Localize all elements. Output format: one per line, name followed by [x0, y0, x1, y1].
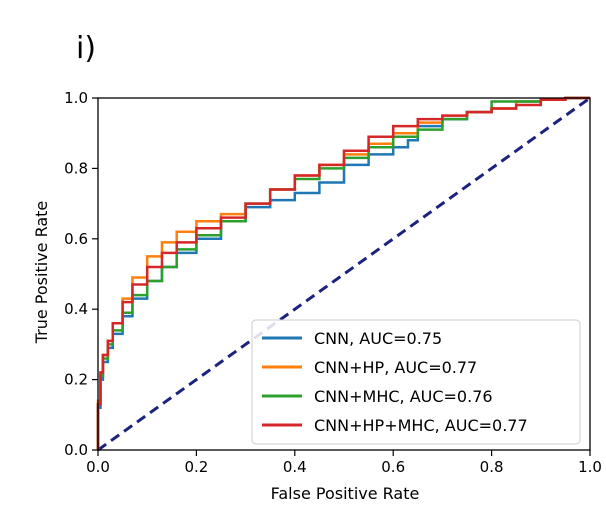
plot-area — [96, 96, 591, 452]
legend-entry-4: CNN+HP+MHC, AUC=0.77 — [314, 416, 528, 435]
x-tick-label: 0.0 — [86, 458, 110, 476]
x-tick-label: 0.4 — [283, 458, 307, 476]
x-axis-ticks: 0.0 0.2 0.4 0.6 0.8 1.0 — [86, 450, 602, 476]
x-tick-label: 1.0 — [578, 458, 602, 476]
x-axis-label: False Positive Rate — [271, 484, 420, 503]
y-tick-label: 0.6 — [64, 230, 88, 248]
legend-entry-1: CNN, AUC=0.75 — [314, 329, 442, 348]
axes-frame — [97, 97, 591, 451]
panel-label: i) — [76, 31, 96, 66]
x-tick-label: 0.2 — [184, 458, 208, 476]
y-axis-label: True Positive Rate — [32, 201, 51, 345]
y-tick-label: 0.2 — [64, 371, 88, 389]
x-tick-label: 0.8 — [480, 458, 504, 476]
y-tick-label: 1.0 — [64, 89, 88, 107]
y-axis-ticks: 0.0 0.2 0.4 0.6 0.8 1.0 — [64, 89, 98, 459]
y-tick-label: 0.0 — [64, 441, 88, 459]
y-tick-label: 0.8 — [64, 159, 88, 177]
y-tick-label: 0.4 — [64, 300, 88, 318]
roc-curve-series-4 — [96, 96, 590, 450]
legend: CNN, AUC=0.75 CNN+HP, AUC=0.77 CNN+MHC, AU… — [251, 319, 581, 445]
legend-box — [251, 319, 581, 445]
x-tick-label: 0.6 — [381, 458, 405, 476]
reference-diagonal-line — [97, 96, 591, 452]
legend-entry-2: CNN+HP, AUC=0.77 — [314, 358, 477, 377]
legend-entry-3: CNN+MHC, AUC=0.76 — [314, 387, 493, 406]
